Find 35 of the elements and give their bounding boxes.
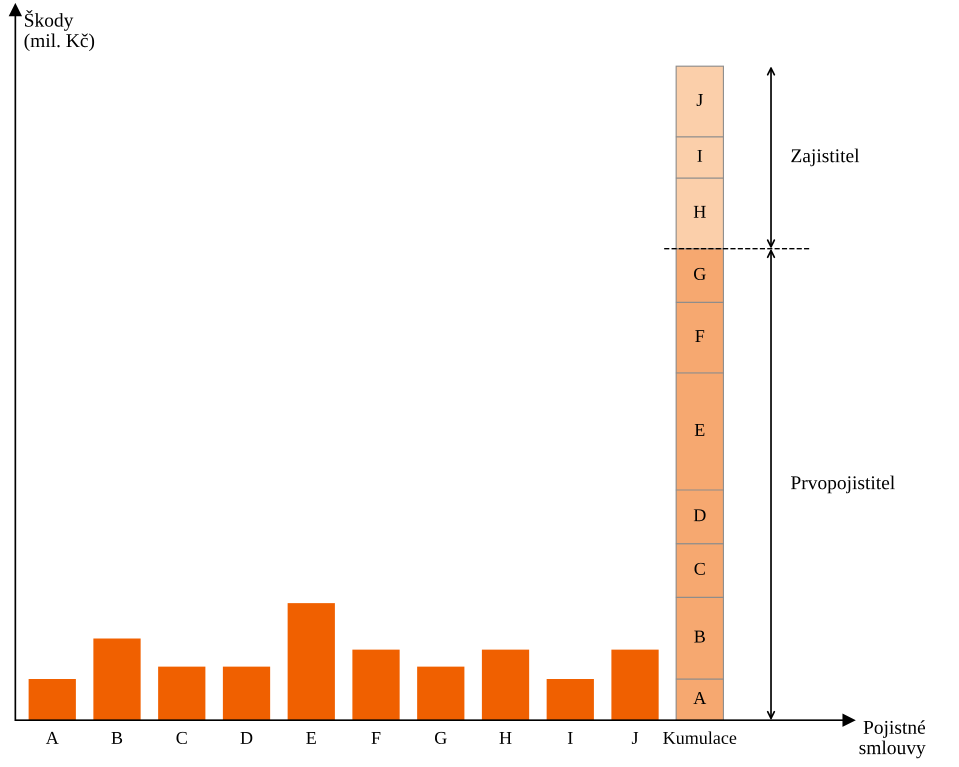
x-tick-label: B: [112, 732, 122, 744]
series-label: A: [693, 692, 706, 704]
bar: [288, 603, 335, 720]
x-tick-label: I: [568, 732, 573, 744]
y-axis-title: Škody (mil. Kč): [24, 10, 94, 52]
x-tick-label: E: [306, 732, 316, 744]
x-tick-label: C: [176, 732, 187, 744]
series-label: J: [696, 94, 703, 106]
bar: [28, 679, 76, 720]
bar: [93, 638, 141, 720]
x-tick-label: F: [372, 732, 380, 744]
text: Prvopojistitel: [790, 476, 895, 494]
text: Pojistné smlouvy: [860, 720, 926, 758]
bar: [546, 679, 594, 720]
series-label: D: [694, 509, 706, 522]
x-tick-label: D: [240, 732, 252, 744]
bar: [482, 650, 530, 720]
x-tick-label: Kumulace: [663, 731, 736, 744]
series-label: H: [694, 206, 706, 218]
x-tick-label: A: [46, 732, 59, 744]
x-tick-label: H: [500, 732, 512, 744]
bar: [158, 666, 206, 720]
series-label: E: [694, 424, 704, 436]
series-label: C: [694, 562, 705, 575]
series-label: I: [697, 150, 702, 162]
bar: [611, 650, 659, 720]
series-label: B: [694, 630, 705, 643]
x-tick-label: G: [434, 732, 447, 744]
bar: [222, 666, 270, 720]
x-tick-label: J: [632, 732, 638, 744]
series-label: G: [694, 268, 706, 280]
series-label: F: [695, 330, 704, 342]
bar: [352, 650, 400, 720]
text: Zajistitel: [791, 148, 860, 166]
bar: [417, 666, 464, 720]
